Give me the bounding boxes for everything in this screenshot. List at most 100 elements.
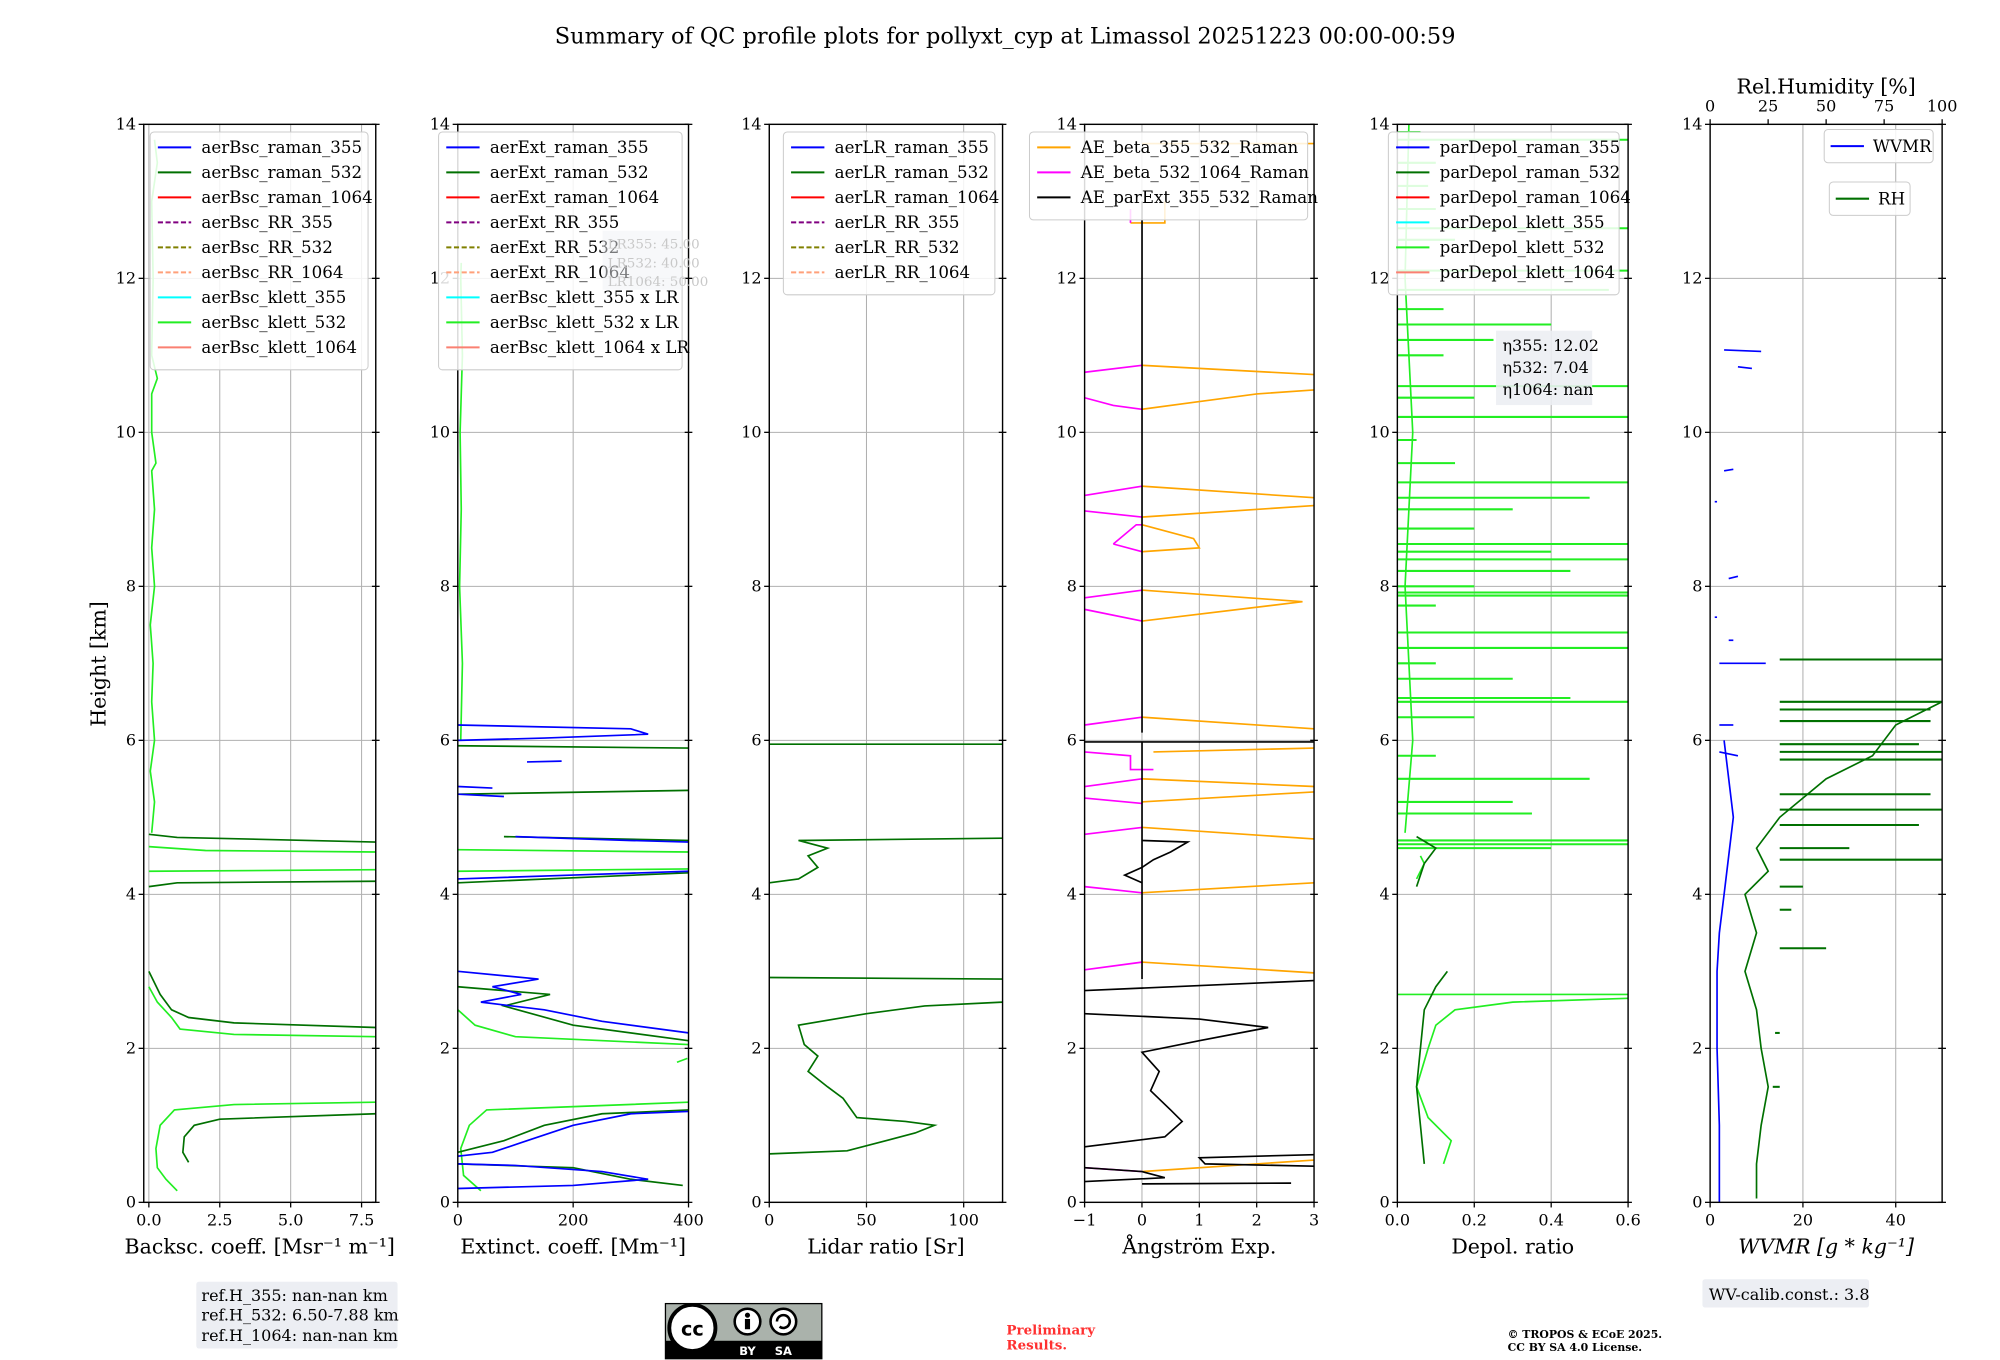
series-line-AE_beta_355_532_Raman [1141,389,1315,411]
series-line-WVMR [1724,349,1762,353]
y-tick-label: 6 [751,730,761,749]
y-tick-label: 14 [430,114,450,133]
series-line-WVMR [1728,575,1739,580]
legend-label: aerExt_RR_1064 [490,263,630,282]
x-tick-label: 0 [453,1210,463,1229]
legend-label: aerLR_RR_532 [835,238,960,257]
y-tick-label: 6 [1067,730,1077,749]
panel-5: 0.0 0.2 0.4 0.6 0 2 4 6 8 10 12 14 Depol. ratio parDe… [1369,114,1641,1258]
x-tick-label: 50 [856,1210,876,1229]
series-line-AE_beta_355_532_Raman [1141,485,1315,499]
legend-label: WVMR [1873,137,1932,156]
series-line-AE_parExt_355_532_Raman [1084,1012,1269,1148]
top-x-tick-label: 0 [1705,97,1715,116]
legend-box [149,131,369,371]
lr-value: LR532: 40.00 [608,256,700,271]
y-tick-label: 14 [741,114,761,133]
cc-logo-text: cc [681,1318,704,1341]
series-line-AE_beta_532_1064_Raman [1084,716,1143,726]
series-line-AE_beta_355_532_Raman [1141,961,1315,974]
y-tick-label: 10 [430,422,450,441]
y-tick-label: 6 [126,730,136,749]
legend-label: aerBsc_klett_355 x LR [490,288,679,307]
y-tick-label: 14 [1057,114,1077,133]
series-line-aerExt_raman_355 [457,1163,649,1190]
legend-label: aerBsc_klett_532 [201,313,346,332]
series-line-parDepol_raman_532 [1415,835,1438,887]
lr-value: LR355: 45.00 [608,238,700,253]
y-tick-label: 8 [126,576,136,595]
series-line-WVMR [1723,468,1734,472]
wv-calib-const: WV-calib.const.: 3.8 [1709,1285,1870,1304]
figure-title: Summary of QC profile plots for pollyxt_… [555,24,1456,50]
x-tick-label: 0.4 [1538,1210,1563,1229]
ref-h-1064: ref.H_1064: nan-nan km [201,1326,398,1345]
eta-value: η532: 7.04 [1502,358,1588,377]
legend-rh: RH [1828,181,1911,216]
series-line-AE_parExt_355_532_Raman [1122,839,1191,884]
x-tick-label: 20 [1793,1210,1813,1229]
series-line-AE_beta_532_1064_Raman [1084,608,1143,622]
legend-label: aerLR_RR_355 [835,213,960,232]
series-line-aerBsc_klett_532 x LR [457,868,689,873]
x-axis-label: Backsc. coeff. [Msr⁻¹ m⁻¹] [125,1235,395,1259]
series-line-AE_beta_532_1064_Raman [1084,751,1154,771]
x-tick-label: 3 [1309,1210,1319,1229]
x-tick-label: 1 [1194,1210,1204,1229]
series-line-AE_beta_532_1064_Raman [1113,543,1143,553]
y-tick-label: 14 [1369,114,1389,133]
y-tick-label: 4 [1067,884,1077,903]
legend: parDepol_raman_355 parDepol_raman_532 parD… [1387,131,1631,296]
y-tick-label: 8 [1067,576,1077,595]
top-x-tick-label: 100 [1927,97,1958,116]
x-axis-label: Lidar ratio [Sr] [807,1235,964,1259]
series-line-AE_beta_355_532_Raman [1141,791,1315,803]
series-line-WVMR [1737,366,1753,370]
series-line-aerBsc_klett_532 x LR [457,1009,689,1046]
lr-value: LR1064: 50.00 [608,275,709,290]
series-line-aerBsc_klett_532 x LR [459,1101,689,1192]
y-tick-label: 0 [1067,1192,1077,1211]
series-line-aerBsc_klett_532 [155,1101,376,1192]
wv-calib-box: WV-calib.const.: 3.8 [1702,1279,1870,1308]
x-tick-label: 0.2 [1462,1210,1487,1229]
series-line-aerBsc_klett_532 x LR [457,848,689,853]
series-line-aerExt_raman_355 [457,724,649,742]
series-line-aerExt_raman_355 [526,760,562,763]
legend-label: parDepol_raman_532 [1440,163,1621,182]
series-line-AE_beta_355_532_Raman [1141,1159,1315,1173]
series-line-aerBsc_klett_532 [148,868,376,873]
panel-2: 020040002468101214Extinct. coeff. [Mm⁻¹]… [430,114,704,1258]
series-line-aerExt_raman_355 [457,793,504,798]
series-line-aerBsc_raman_532 [148,880,376,888]
legend: AE_beta_355_532_Raman AE_beta_532_1064_Ra… [1028,131,1318,221]
legend-label: aerExt_raman_1064 [490,188,659,207]
series-line-aerExt_raman_532 [457,1109,689,1154]
panel-3: 0 50 100 0 2 4 6 8 10 12 14 Lidar ratio [Sr] aerLR_r… [741,114,1007,1259]
y-tick-label: 2 [1692,1038,1702,1057]
y-tick-label: 10 [741,422,761,441]
copyright-line1: © TROPOS & ECoE 2025. [1508,1328,1663,1341]
series-line-aerExt_raman_355 [457,970,689,1034]
x-tick-label: 2.5 [207,1210,232,1229]
series-line-aerBsc_raman_532 [148,833,376,843]
series-line-aerLR_raman_532 [769,976,1003,980]
y-tick-label: 4 [1692,884,1702,903]
legend: aerBsc_raman_355 aerBsc_raman_532 aerBsc_r… [149,131,373,371]
legend-box [1823,128,1934,164]
cc-by-sa-badge: cc BY SA [664,1302,823,1360]
y-tick-label: 0 [751,1192,761,1211]
y-tick-label: 8 [1692,576,1702,595]
series-line-WVMR [1716,740,1735,1203]
series-line-AE_beta_532_1064_Raman [1084,885,1143,894]
series-line-aerExt_raman_532 [457,871,689,884]
legend-label: parDepol_klett_1064 [1440,263,1616,282]
series-line-aerBsc_raman_532 [181,1112,376,1163]
legend-wvmr: WVMR [1823,128,1934,164]
lidar-ratio-annotation: LR355: 45.00 LR532: 40.00 LR1064: 50.00 [602,230,709,290]
series-line-AE_beta_532_1064_Raman [1084,778,1143,788]
x-tick-label: 0.0 [1385,1210,1410,1229]
series-line-aerExt_raman_532 [457,1163,683,1187]
y-tick-label: 12 [1682,268,1702,287]
